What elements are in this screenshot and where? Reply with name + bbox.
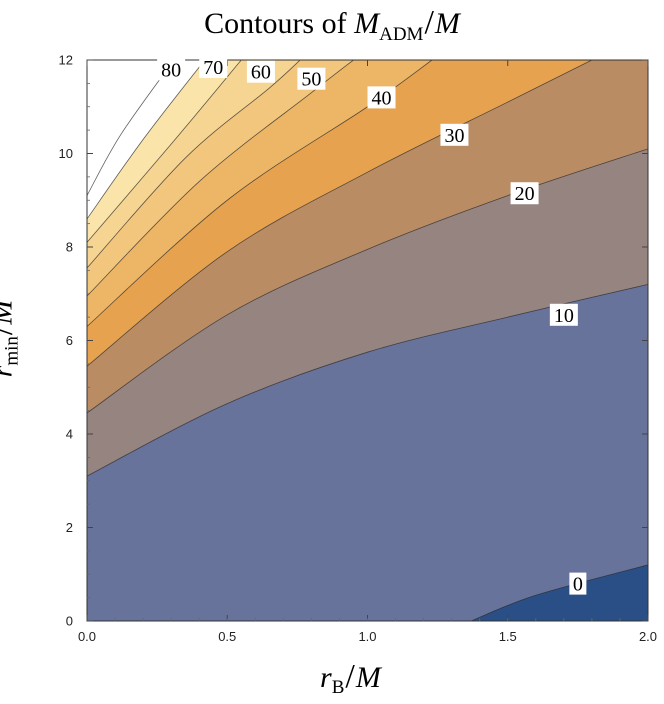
contour-label: 20	[515, 183, 535, 205]
x-tick-label: 0.0	[78, 629, 96, 644]
contour-label: 50	[301, 69, 321, 91]
y-tick-label: 10	[59, 146, 73, 161]
contour-label: 0	[573, 574, 583, 596]
y-tick-label: 12	[59, 53, 73, 68]
contour-line-40	[87, 60, 433, 327]
contour-labels: 0 10 20 30 40 50 60 70 80	[157, 56, 587, 596]
contour-label: 70	[203, 57, 223, 79]
contour-label-bg	[440, 123, 469, 146]
contour-label-bg	[157, 58, 186, 81]
x-axis-label: rB/M	[320, 658, 381, 699]
x-label-sub: B	[331, 677, 345, 698]
title-sub: ADM	[379, 24, 424, 45]
contour-lines	[87, 60, 648, 621]
y-label-den: M	[0, 300, 18, 325]
contour-label: 60	[251, 62, 271, 84]
contour-label: 30	[444, 125, 464, 147]
contour-line-50	[87, 60, 354, 297]
title-prefix: Contours of	[204, 7, 347, 40]
contour-line-20	[87, 148, 648, 414]
contour-line-0	[471, 564, 648, 621]
contour-label-bg	[297, 67, 326, 90]
band-below-0	[471, 564, 648, 621]
y-tick-label: 2	[66, 520, 73, 535]
contour-label-bg	[569, 572, 587, 595]
title-slash: /	[424, 4, 434, 41]
y-axis-label: rmin/M	[0, 300, 23, 378]
y-tick-label: 6	[66, 333, 73, 348]
contour-label: 10	[554, 305, 574, 327]
contour-label: 80	[161, 59, 181, 81]
contour-line-70	[87, 60, 242, 243]
contour-label-bg	[510, 182, 539, 205]
contour-label: 40	[372, 87, 392, 109]
contour-line-60	[87, 60, 301, 269]
x-label-den: M	[355, 661, 381, 694]
x-label-slash: /	[345, 658, 355, 695]
y-tick-label: 0	[66, 614, 73, 629]
contour-label-bg	[199, 56, 228, 79]
x-label-var: r	[320, 661, 332, 694]
y-label-var: r	[0, 366, 18, 378]
y-label-slash: /	[0, 326, 19, 335]
y-label-sub: min	[1, 336, 23, 366]
x-tick-label: 0.5	[218, 629, 236, 644]
contour-label-bg	[549, 303, 578, 326]
x-tick-label: 2.0	[639, 629, 657, 644]
contour-line-80	[87, 60, 206, 220]
contour-label-bg	[367, 86, 396, 109]
title-den: M	[434, 7, 460, 40]
y-tick-label: 4	[66, 427, 73, 442]
chart-title: Contours of MADM/M	[0, 4, 664, 46]
x-tick-label: 1.5	[499, 629, 517, 644]
band-10	[87, 284, 648, 621]
ticks: 0.0 0.5 1.0 1.5 2.0 0 2 4 6 8 10 12	[59, 53, 658, 645]
contour-line-30	[87, 60, 593, 367]
title-var: M	[354, 7, 380, 40]
contour-label-bg	[246, 60, 275, 83]
x-tick-label: 1.0	[358, 629, 376, 644]
y-tick-label: 8	[66, 240, 73, 255]
